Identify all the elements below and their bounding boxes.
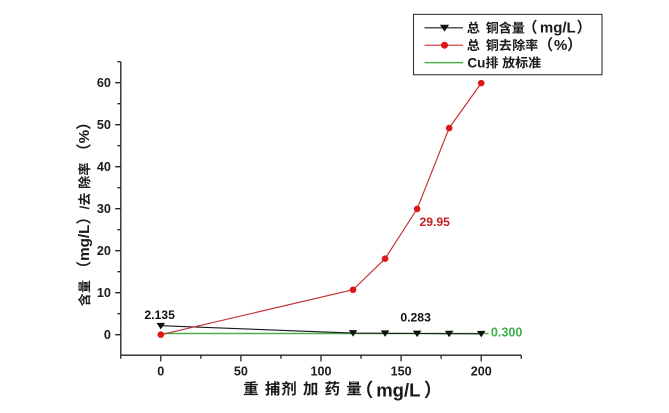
svg-text:mg/L: mg/L <box>76 225 93 261</box>
svg-text:0.283: 0.283 <box>400 311 431 325</box>
svg-text:%: % <box>76 129 93 143</box>
svg-text:30: 30 <box>97 202 111 216</box>
svg-text:200: 200 <box>471 365 492 379</box>
svg-text:40: 40 <box>97 160 111 174</box>
svg-text:/: / <box>77 205 92 209</box>
svg-text:10: 10 <box>97 286 111 300</box>
svg-text:Cu: Cu <box>467 55 485 70</box>
svg-text:0: 0 <box>104 328 111 342</box>
svg-text:%: % <box>554 37 567 54</box>
svg-text:0.300: 0.300 <box>491 326 523 340</box>
svg-text:50: 50 <box>234 365 248 379</box>
svg-text:0: 0 <box>157 365 164 379</box>
svg-text:150: 150 <box>391 365 412 379</box>
svg-text:50: 50 <box>97 118 111 132</box>
svg-text:mg/L: mg/L <box>540 20 576 37</box>
svg-text:100: 100 <box>310 365 331 379</box>
svg-text:2.135: 2.135 <box>144 308 175 322</box>
svg-text:mg/L: mg/L <box>376 379 420 400</box>
svg-text:60: 60 <box>97 76 111 90</box>
svg-text:29.95: 29.95 <box>419 215 450 229</box>
svg-text:20: 20 <box>97 244 111 258</box>
